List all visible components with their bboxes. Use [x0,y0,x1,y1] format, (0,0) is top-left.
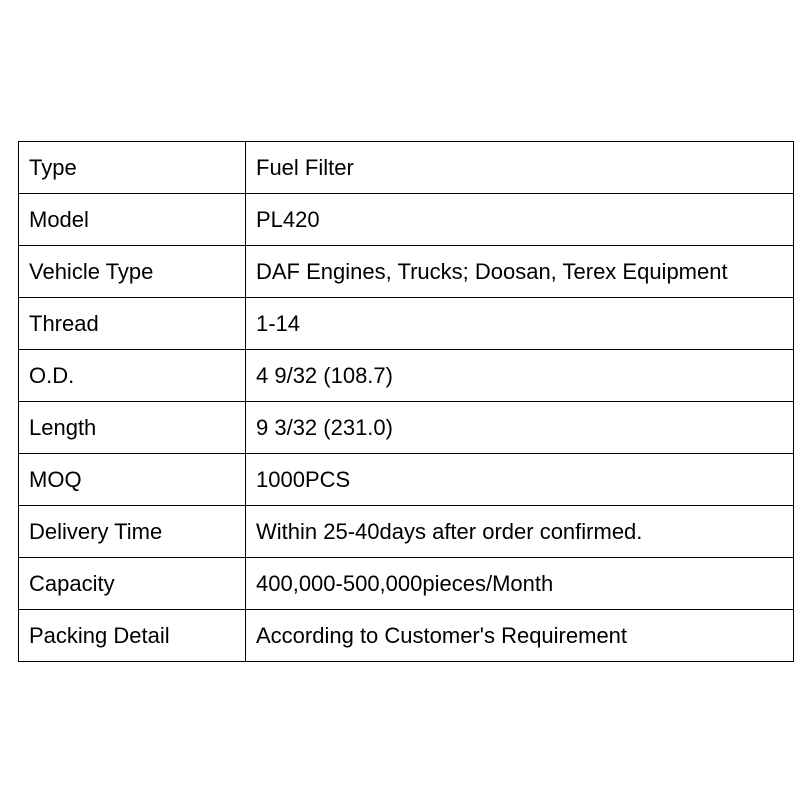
spec-value: 400,000-500,000pieces/Month [246,558,794,610]
spec-label: Packing Detail [19,610,246,662]
spec-value: Within 25-40days after order confirmed. [246,506,794,558]
table-row: MOQ 1000PCS [19,454,794,506]
spec-value: DAF Engines, Trucks; Doosan, Terex Equip… [246,246,794,298]
table-row: Delivery Time Within 25-40days after ord… [19,506,794,558]
spec-value: Fuel Filter [246,142,794,194]
spec-table: Type Fuel Filter Model PL420 Vehicle Typ… [18,141,794,662]
spec-value: 4 9/32 (108.7) [246,350,794,402]
spec-label: Length [19,402,246,454]
spec-label: Thread [19,298,246,350]
table-row: Vehicle Type DAF Engines, Trucks; Doosan… [19,246,794,298]
spec-label: Vehicle Type [19,246,246,298]
spec-value: PL420 [246,194,794,246]
page: Type Fuel Filter Model PL420 Vehicle Typ… [0,0,800,800]
spec-label: Model [19,194,246,246]
spec-value: According to Customer's Requirement [246,610,794,662]
table-row: Packing Detail According to Customer's R… [19,610,794,662]
table-row: Type Fuel Filter [19,142,794,194]
table-row: Model PL420 [19,194,794,246]
spec-label: MOQ [19,454,246,506]
spec-label: Type [19,142,246,194]
spec-label: O.D. [19,350,246,402]
table-row: Thread 1-14 [19,298,794,350]
spec-label: Capacity [19,558,246,610]
spec-label: Delivery Time [19,506,246,558]
spec-value: 1000PCS [246,454,794,506]
spec-value: 1-14 [246,298,794,350]
table-row: Length 9 3/32 (231.0) [19,402,794,454]
table-row: Capacity 400,000-500,000pieces/Month [19,558,794,610]
table-row: O.D. 4 9/32 (108.7) [19,350,794,402]
spec-value: 9 3/32 (231.0) [246,402,794,454]
spec-table-body: Type Fuel Filter Model PL420 Vehicle Typ… [19,142,794,662]
